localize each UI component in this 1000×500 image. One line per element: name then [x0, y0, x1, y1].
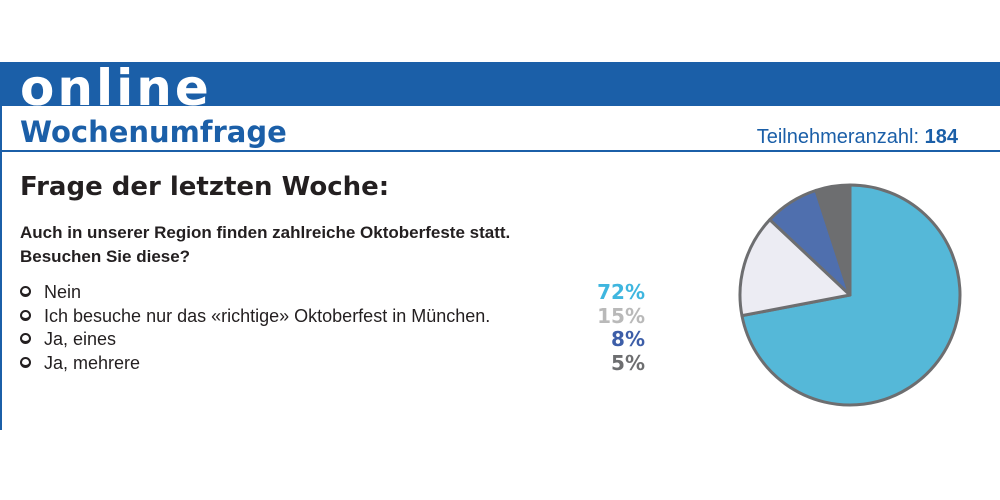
answer-row[interactable]: Ich besuche nur das «richtige» Oktoberfe… — [20, 303, 645, 329]
answer-label: Ich besuche nur das «richtige» Oktoberfe… — [44, 305, 491, 326]
participants-count: Teilnehmeranzahl: 184 — [757, 124, 958, 150]
answer-percentage: 72% — [597, 280, 645, 304]
answer-label: Ja, eines — [44, 329, 117, 349]
pie-slice-ja-mehrere — [814, 183, 852, 297]
question-line-2: Besuchen Sie diese? — [20, 247, 191, 266]
header-divider — [0, 150, 1000, 152]
pie-chart — [738, 183, 962, 407]
answer-row[interactable]: Ja, eines 8% — [20, 327, 645, 352]
answer-percentage: 15% — [597, 303, 645, 328]
participants-number: 184 — [924, 126, 958, 148]
question-line-1: Auch in unserer Region finden zahlreiche… — [20, 223, 511, 242]
radio-circle-icon[interactable] — [20, 309, 31, 321]
section-title: Wochenumfrage — [20, 115, 287, 149]
radio-circle-icon[interactable] — [20, 333, 31, 344]
banner-word: online — [20, 62, 212, 106]
header-banner: online — [0, 62, 1000, 106]
answer-list: Nein 72% Ich besuche nur das «richtige» … — [20, 280, 645, 376]
answer-row[interactable]: Nein 72% — [20, 280, 645, 305]
answer-percentage: 8% — [611, 327, 645, 351]
radio-circle-icon[interactable] — [20, 286, 31, 297]
answer-percentage: 5% — [611, 350, 645, 375]
participants-label: Teilnehmeranzahl: — [756, 126, 920, 148]
question-heading: Frage der letzten Woche: — [20, 172, 390, 202]
answer-label: Ja, mehrere — [44, 352, 141, 373]
answer-row[interactable]: Ja, mehrere 5% — [20, 350, 645, 376]
pie-slice-richtige — [738, 218, 852, 318]
radio-circle-icon[interactable] — [20, 356, 31, 368]
question-text: Auch in unserer Region finden zahlreiche… — [20, 221, 620, 269]
poll-frame — [0, 62, 1000, 430]
answer-label: Nein — [44, 282, 82, 302]
